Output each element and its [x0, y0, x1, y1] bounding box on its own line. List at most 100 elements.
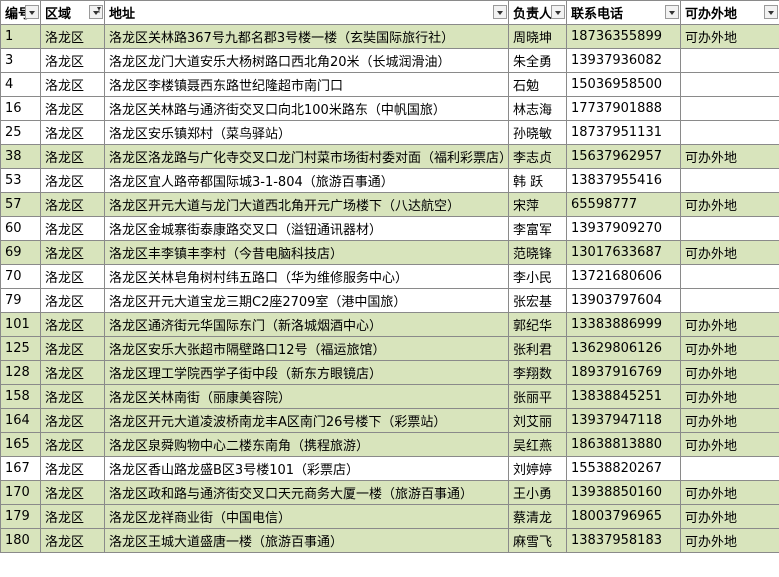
filter-button[interactable]	[89, 5, 103, 19]
row: 60 洛龙区 洛龙区金城寨街泰康路交叉口（溢钮通讯器材） 李富军 13937909270	[0, 216, 779, 241]
cell: 洛龙区王城大道盛唐一楼（旅游百事通）	[104, 528, 509, 553]
filter-button[interactable]	[493, 5, 507, 19]
cell: 可办外地	[680, 24, 779, 49]
header-text: 区域	[45, 7, 72, 22]
cell: 王小勇	[508, 480, 567, 505]
cell: 洛龙区李楼镇聂西东路世纪隆超市南门口	[104, 72, 509, 97]
cell: 洛龙区香山路龙盛B区3号楼101（彩票店）	[104, 456, 509, 481]
cell: 洛龙区安乐镇郑村（菜鸟驿站）	[104, 120, 509, 145]
cell: 范晓锋	[508, 240, 567, 265]
cell: 洛龙区泉舜购物中心二楼东南角（携程旅游）	[104, 432, 509, 457]
cell	[680, 120, 779, 145]
rows: 1 洛龙区 洛龙区关林路367号九都名郡3号楼一楼（玄奘国际旅行社） 周晓坤 18736…	[0, 24, 779, 553]
cell: 13629806126	[566, 336, 681, 361]
cell: 吴红燕	[508, 432, 567, 457]
filter-button[interactable]	[665, 5, 679, 19]
cell: 洛龙区龙祥商业街（中国电信）	[104, 504, 509, 529]
cell: 洛龙区	[40, 120, 105, 145]
cell: 洛龙区关林皂角树村纬五路口（华为维修服务中心）	[104, 264, 509, 289]
row: 128 洛龙区 洛龙区理工学院西学子街中段（新东方眼镜店） 李翔数 1893791676…	[0, 360, 779, 385]
cell: 可办外地	[680, 360, 779, 385]
cell: 洛龙区金城寨街泰康路交叉口（溢钮通讯器材）	[104, 216, 509, 241]
cell: 15538820267	[566, 456, 681, 481]
row: 101 洛龙区 洛龙区通济街元华国际东门（新洛城烟酒中心） 郭纪华 1338388699…	[0, 312, 779, 337]
cell: 洛龙区政和路与通济街交叉口天元商务大厦一楼（旅游百事通）	[104, 480, 509, 505]
cell: 蔡清龙	[508, 504, 567, 529]
header-cell: 联系电话	[566, 0, 681, 25]
cell: 洛龙区	[40, 504, 105, 529]
row: 1 洛龙区 洛龙区关林路367号九都名郡3号楼一楼（玄奘国际旅行社） 周晓坤 18736…	[0, 24, 779, 49]
cell: 70	[0, 264, 41, 289]
row: 167 洛龙区 洛龙区香山路龙盛B区3号楼101（彩票店） 刘婷婷 1553882026…	[0, 456, 779, 481]
row: 79 洛龙区 洛龙区开元大道宝龙三期C2座2709室（港中国旅） 张宏基 1390379…	[0, 288, 779, 313]
cell: 麻雪飞	[508, 528, 567, 553]
cell: 洛龙区开元大道凌波桥南龙丰A区南门26号楼下（彩票站）	[104, 408, 509, 433]
cell	[680, 168, 779, 193]
cell: 13937947118	[566, 408, 681, 433]
cell: 李富军	[508, 216, 567, 241]
cell: 可办外地	[680, 480, 779, 505]
cell: 洛龙区	[40, 432, 105, 457]
cell: 周晓坤	[508, 24, 567, 49]
cell: 164	[0, 408, 41, 433]
cell: 洛龙区	[40, 24, 105, 49]
cell: 165	[0, 432, 41, 457]
header-cell: 编号	[0, 0, 41, 25]
cell: 洛龙区	[40, 48, 105, 73]
cell: 101	[0, 312, 41, 337]
cell: 洛龙区	[40, 96, 105, 121]
cell: 3	[0, 48, 41, 73]
row: 170 洛龙区 洛龙区政和路与通济街交叉口天元商务大厦一楼（旅游百事通） 王小勇 139…	[0, 480, 779, 505]
cell	[680, 456, 779, 481]
cell: 13017633687	[566, 240, 681, 265]
cell: 18937916769	[566, 360, 681, 385]
cell: 13937936082	[566, 48, 681, 73]
header-text: 地址	[109, 7, 136, 22]
header-cell: 负责人	[508, 0, 567, 25]
cell: 张利君	[508, 336, 567, 361]
cell: 李志贞	[508, 144, 567, 169]
cell: 25	[0, 120, 41, 145]
cell: 林志海	[508, 96, 567, 121]
cell: 洛龙区	[40, 408, 105, 433]
cell: 13838845251	[566, 384, 681, 409]
cell: 洛龙区洛龙路与广化寺交叉口龙门村菜市场街村委对面（福利彩票店）	[104, 144, 509, 169]
cell: 洛龙区关林路与通济街交叉口向北100米路东（中帆国旅）	[104, 96, 509, 121]
filter-button[interactable]	[25, 5, 39, 19]
cell: 洛龙区	[40, 264, 105, 289]
filter-button[interactable]	[764, 5, 778, 19]
cell: 韩 跃	[508, 168, 567, 193]
cell: 15637962957	[566, 144, 681, 169]
row: 158 洛龙区 洛龙区关林南街（丽康美容院） 张丽平 13838845251 可办外地	[0, 384, 779, 409]
row: 125 洛龙区 洛龙区安乐大张超市隔壁路口12号（福运旅馆） 张利君 136298061…	[0, 336, 779, 361]
row: 53 洛龙区 洛龙区宜人路帝都国际城3-1-804（旅游百事通）韩 跃 1383795…	[0, 168, 779, 193]
cell: 李小民	[508, 264, 567, 289]
cell: 刘婷婷	[508, 456, 567, 481]
header-text: 负责人	[513, 7, 553, 22]
cell: 13721680606	[566, 264, 681, 289]
cell: 13938850160	[566, 480, 681, 505]
row: 3 洛龙区 洛龙区龙门大道安乐大杨树路口西北角20米（长城润滑油） 朱全勇 139379…	[0, 48, 779, 73]
cell: 53	[0, 168, 41, 193]
spreadsheet: 编号 区域 地址 负责人 联系电话 可办外地 1 洛龙区 洛龙区关林路367号九都名郡3号楼一…	[0, 0, 779, 553]
row: 25 洛龙区 洛龙区安乐镇郑村（菜鸟驿站） 孙晓敏 18737951131	[0, 120, 779, 145]
cell	[680, 288, 779, 313]
cell: 洛龙区开元大道与龙门大道西北角开元广场楼下（八达航空）	[104, 192, 509, 217]
cell: 4	[0, 72, 41, 97]
row: 4 洛龙区 洛龙区李楼镇聂西东路世纪隆超市南门口 石勉 15036958500	[0, 72, 779, 97]
cell: 可办外地	[680, 408, 779, 433]
cell: 郭纪华	[508, 312, 567, 337]
cell: 170	[0, 480, 41, 505]
cell: 38	[0, 144, 41, 169]
header-row: 编号 区域 地址 负责人 联系电话 可办外地	[0, 0, 779, 25]
cell: 宋萍	[508, 192, 567, 217]
cell: 可办外地	[680, 192, 779, 217]
cell: 洛龙区宜人路帝都国际城3-1-804（旅游百事通）	[104, 168, 509, 193]
cell: 18736355899	[566, 24, 681, 49]
cell: 石勉	[508, 72, 567, 97]
cell: 13837955416	[566, 168, 681, 193]
filter-button[interactable]	[551, 5, 565, 19]
header: 编号 区域 地址 负责人 联系电话 可办外地	[0, 0, 779, 25]
cell: 16	[0, 96, 41, 121]
row: 38 洛龙区 洛龙区洛龙路与广化寺交叉口龙门村菜市场街村委对面（福利彩票店） 李志贞 1…	[0, 144, 779, 169]
